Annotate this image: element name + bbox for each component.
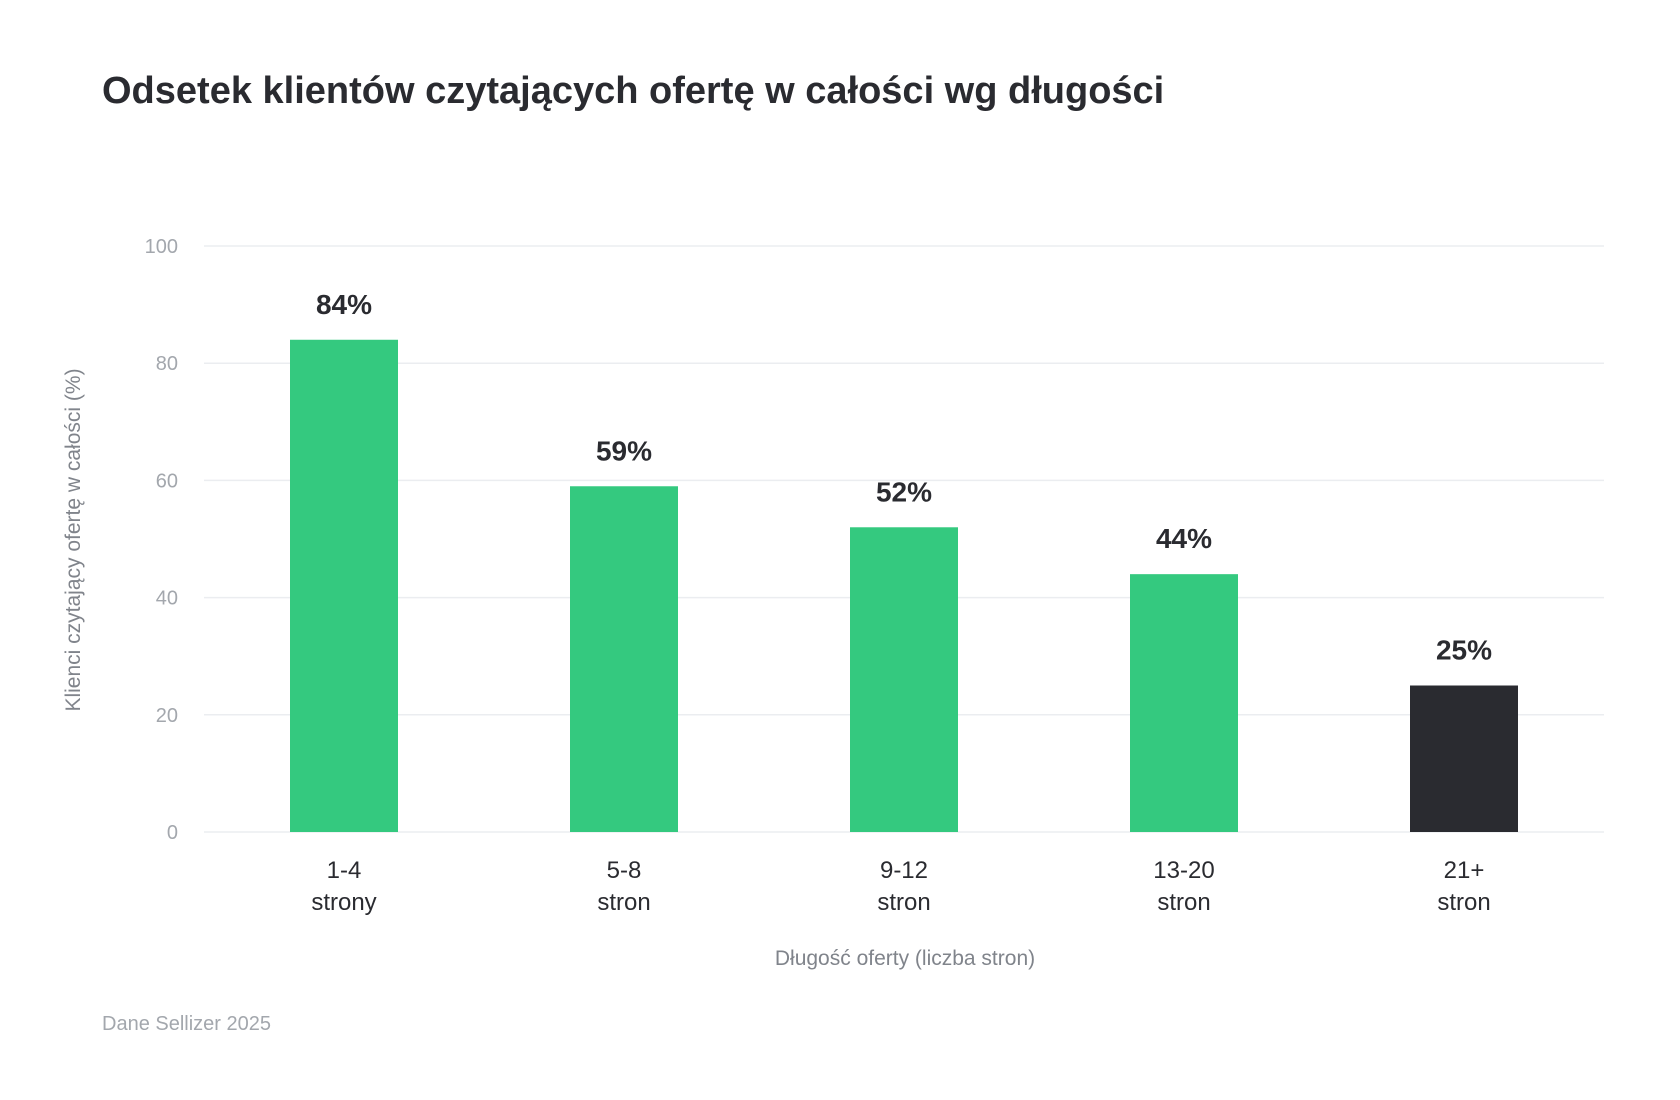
bar-1 [290, 339, 398, 832]
value-label-2: 59% [596, 435, 652, 466]
y-tick-label-60: 60 [156, 470, 178, 492]
value-label-4: 44% [1156, 523, 1212, 554]
y-tick-label-100: 100 [145, 236, 178, 258]
bar-2 [570, 486, 678, 832]
bar-4 [1130, 574, 1238, 832]
x-category-label-2: 5-8 stron [597, 857, 650, 916]
x-category-label-4: 13-20 stron [1153, 857, 1214, 916]
bar-3 [850, 527, 958, 832]
value-label-1: 84% [316, 289, 372, 320]
bar-5 [1410, 685, 1518, 832]
y-axis-title: Klienci czytający ofertę w całości (%) [62, 368, 85, 711]
source-note: Dane Sellizer 2025 [102, 1013, 271, 1035]
x-axis-title: Długość oferty (liczba stron) [775, 947, 1035, 970]
x-category-label-1: 1-4 strony [311, 857, 376, 916]
y-tick-label-80: 80 [156, 353, 178, 375]
y-tick-label-40: 40 [156, 588, 178, 610]
y-tick-label-0: 0 [167, 822, 178, 844]
y-tick-label-20: 20 [156, 705, 178, 727]
x-category-label-3: 9-12 stron [877, 857, 930, 916]
value-label-5: 25% [1436, 635, 1492, 666]
x-category-label-5: 21+ stron [1437, 857, 1490, 916]
chart-title: Odsetek klientów czytających ofertę w ca… [102, 70, 1165, 112]
value-label-3: 52% [876, 476, 932, 507]
